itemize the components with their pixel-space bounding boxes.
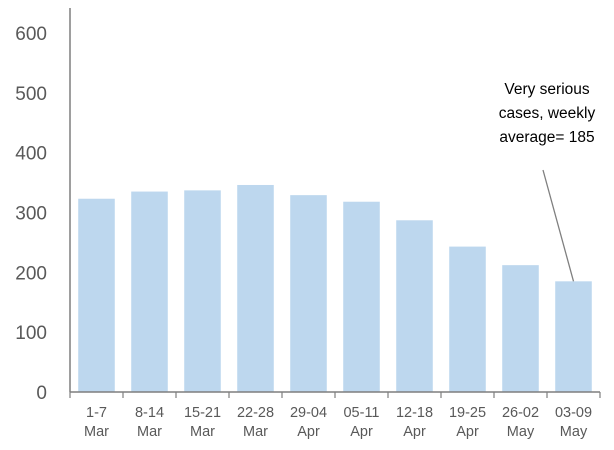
y-tick-label: 500 bbox=[15, 84, 47, 105]
x-tick-label: 12-18 Apr bbox=[396, 405, 433, 440]
x-tick-label: 29-04 Apr bbox=[290, 405, 327, 440]
y-tick-label: 300 bbox=[15, 204, 47, 225]
x-tick-label: 1-7 Mar bbox=[84, 405, 109, 440]
bar bbox=[396, 220, 433, 392]
bar bbox=[78, 198, 115, 392]
y-tick-label: 100 bbox=[15, 323, 47, 344]
y-tick-label: 600 bbox=[15, 24, 47, 45]
bar bbox=[290, 195, 327, 392]
bar bbox=[502, 265, 539, 392]
bar bbox=[237, 184, 274, 392]
x-tick-label: 19-25 Apr bbox=[449, 405, 486, 440]
bar bbox=[449, 246, 486, 392]
x-tick-label: 03-09 May bbox=[555, 405, 592, 440]
bar bbox=[555, 281, 592, 392]
bar bbox=[343, 201, 380, 392]
y-axis-ticks: 0 100 200 300 400 500 600 bbox=[15, 24, 47, 404]
annotation-leader-line bbox=[542, 169, 575, 282]
x-tick-label: 22-28 Mar bbox=[237, 405, 274, 440]
annotation-text: Very serious cases, weekly average= 185 bbox=[499, 81, 596, 146]
y-tick-label: 400 bbox=[15, 144, 47, 165]
bar bbox=[184, 190, 221, 392]
bar bbox=[131, 191, 168, 392]
y-tick-label: 0 bbox=[36, 383, 47, 404]
y-tick-label: 200 bbox=[15, 263, 47, 284]
x-tick-label: 05-11 Apr bbox=[343, 405, 379, 440]
x-axis-ticks: 1-7 Mar 8-14 Mar 15-21 Mar 22-28 Mar 29-04 Apr 05-… bbox=[69, 392, 601, 440]
x-tick-label: 8-14 Mar bbox=[135, 405, 164, 440]
annotation: Very serious cases, weekly average= 185 bbox=[499, 81, 596, 282]
bars bbox=[78, 184, 592, 392]
x-tick-label: 26-02 May bbox=[502, 405, 539, 440]
x-tick-label: 15-21 Mar bbox=[184, 405, 221, 440]
